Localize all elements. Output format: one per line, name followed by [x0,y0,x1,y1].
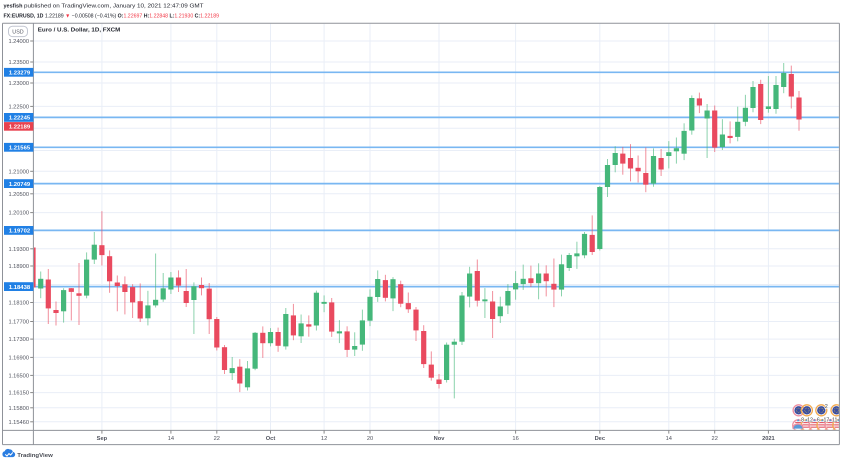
svg-text:Euro / U.S. Dollar, 1D, FXCM: Euro / U.S. Dollar, 1D, FXCM [38,28,121,34]
svg-text:Sep: Sep [97,436,108,442]
svg-text:1.16500: 1.16500 [8,374,29,380]
svg-text:1.19702: 1.19702 [9,229,31,235]
svg-text:1.16150: 1.16150 [8,391,29,397]
svg-text:Oct: Oct [266,436,276,442]
svg-text:1.18900: 1.18900 [8,264,29,270]
svg-text:1.23279: 1.23279 [9,71,31,77]
svg-text:1.20100: 1.20100 [8,211,29,217]
svg-text:1.16900: 1.16900 [8,356,29,362]
svg-text:Dec: Dec [595,436,605,442]
svg-text:yesfish: yesfish [4,3,24,9]
svg-text:22: 22 [214,436,220,442]
svg-text:1.20749: 1.20749 [9,182,31,188]
svg-text:1.18438: 1.18438 [9,285,31,291]
svg-text:1.22500: 1.22500 [8,105,29,111]
svg-text:2021: 2021 [762,436,775,442]
svg-text:TradingView: TradingView [17,453,53,459]
svg-text:1.22189: 1.22189 [9,125,31,131]
svg-text:2: 2 [825,404,828,410]
svg-text:USD: USD [12,30,23,36]
svg-text:14: 14 [666,436,672,442]
svg-text:FX:EURUSD, 1D 1.22189 ▼ −0.00: FX:EURUSD, 1D 1.22189 ▼ −0.00508 (−0.41%… [4,14,220,20]
svg-text:1.23500: 1.23500 [8,60,29,66]
svg-text:16: 16 [512,436,518,442]
svg-text:1.21565: 1.21565 [9,146,31,152]
svg-text:22: 22 [712,436,718,442]
svg-text:1.15460: 1.15460 [8,420,29,426]
svg-text:1.23000: 1.23000 [8,81,29,87]
svg-text:12: 12 [321,436,327,442]
svg-text:8: 8 [801,417,804,423]
svg-text:14: 14 [168,436,174,442]
svg-text:1.15800: 1.15800 [8,406,29,412]
svg-text:1.20500: 1.20500 [8,192,29,198]
svg-text:1.21000: 1.21000 [8,169,29,175]
svg-text:1.22245: 1.22245 [9,116,31,122]
svg-text:20: 20 [367,436,373,442]
svg-text:1.18100: 1.18100 [8,301,29,307]
svg-text:17: 17 [824,417,830,423]
svg-text:12: 12 [807,417,813,423]
svg-text:6: 6 [817,417,820,423]
svg-text:1.17700: 1.17700 [8,320,29,326]
svg-text:1.19300: 1.19300 [8,247,29,253]
svg-text:published on TradingView.com,: published on TradingView.com, January 10… [24,3,204,9]
svg-text:1.17300: 1.17300 [8,337,29,343]
svg-text:1.24000: 1.24000 [8,39,29,45]
svg-text:Nov: Nov [434,436,446,442]
svg-text:11: 11 [832,417,837,423]
